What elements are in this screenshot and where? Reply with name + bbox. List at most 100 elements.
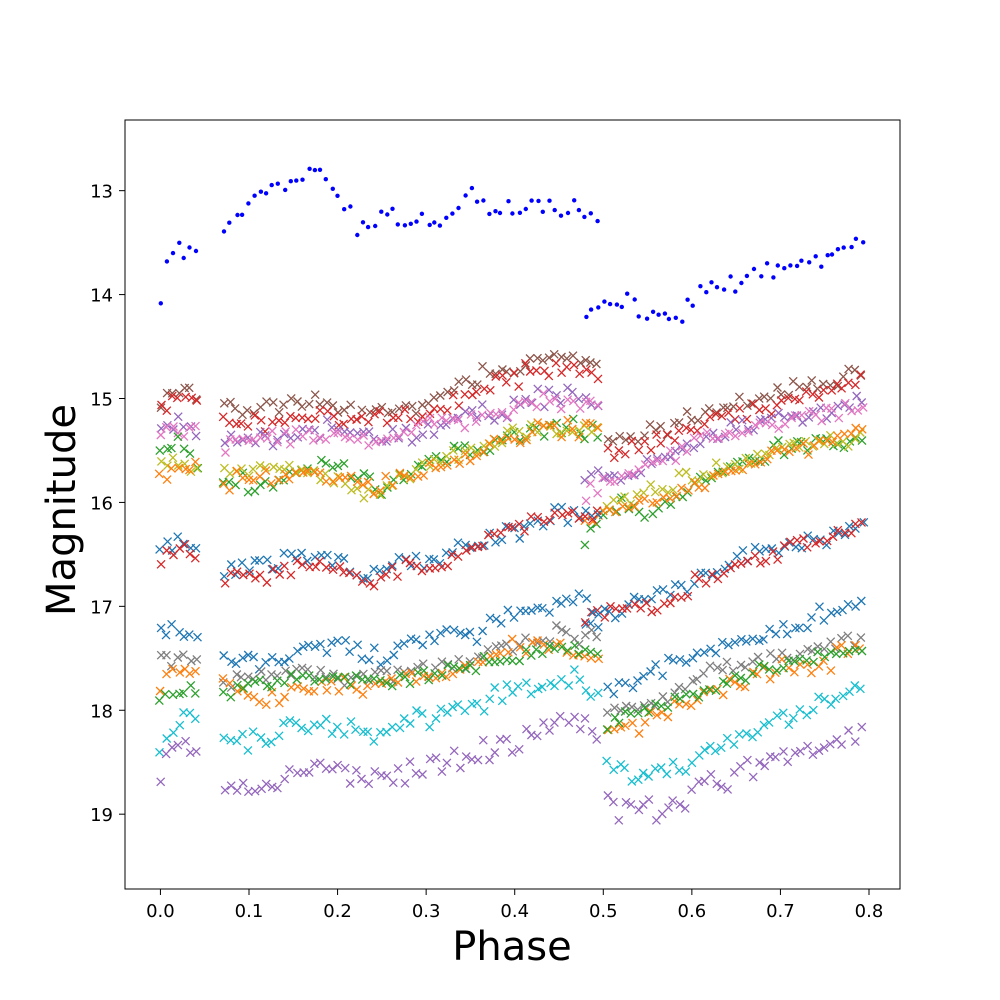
data-point bbox=[393, 572, 402, 582]
data-point bbox=[629, 592, 639, 602]
data-point bbox=[472, 380, 482, 390]
data-point bbox=[340, 763, 350, 773]
data-point bbox=[411, 420, 421, 430]
data-point bbox=[345, 647, 355, 657]
data-point bbox=[563, 395, 573, 405]
data-point bbox=[682, 447, 692, 456]
data-point bbox=[568, 351, 578, 361]
data-point bbox=[600, 473, 610, 483]
data-point bbox=[351, 725, 360, 735]
data-point bbox=[226, 397, 235, 407]
data-point bbox=[437, 767, 447, 777]
data-point bbox=[707, 569, 717, 579]
data-point bbox=[759, 661, 769, 671]
data-point bbox=[485, 385, 495, 395]
data-point bbox=[427, 222, 432, 228]
data-point bbox=[424, 458, 434, 468]
data-point bbox=[857, 722, 867, 732]
data-point bbox=[218, 687, 228, 697]
data-point bbox=[536, 198, 541, 204]
data-point bbox=[357, 577, 367, 587]
data-point bbox=[694, 574, 704, 584]
data-point bbox=[279, 657, 289, 667]
data-point bbox=[813, 254, 818, 259]
data-point bbox=[515, 534, 525, 543]
data-point bbox=[388, 480, 398, 490]
data-point bbox=[344, 568, 354, 578]
data-point bbox=[712, 779, 722, 789]
data-point bbox=[359, 469, 369, 478]
data-point bbox=[514, 519, 524, 529]
data-point bbox=[714, 285, 720, 290]
data-point bbox=[250, 573, 260, 583]
data-point bbox=[562, 426, 572, 436]
data-point bbox=[496, 435, 505, 445]
data-point bbox=[687, 758, 697, 768]
data-point bbox=[221, 229, 227, 234]
data-point bbox=[238, 778, 248, 788]
data-point bbox=[563, 646, 572, 656]
data-point bbox=[709, 280, 714, 285]
data-point bbox=[777, 654, 787, 664]
data-point bbox=[369, 564, 379, 574]
data-point bbox=[782, 653, 792, 663]
data-point bbox=[552, 596, 561, 606]
data-point bbox=[629, 470, 639, 480]
data-point bbox=[846, 429, 856, 439]
data-point bbox=[497, 535, 507, 545]
data-point bbox=[347, 485, 356, 495]
data-point bbox=[227, 220, 232, 225]
data-point bbox=[628, 718, 637, 728]
data-point bbox=[363, 417, 373, 427]
data-point bbox=[332, 722, 342, 732]
data-point bbox=[656, 312, 661, 317]
data-point bbox=[627, 436, 637, 446]
data-point bbox=[432, 220, 437, 225]
data-point bbox=[162, 406, 172, 416]
data-point bbox=[735, 403, 745, 413]
data-point bbox=[527, 637, 537, 647]
data-point bbox=[254, 555, 264, 565]
data-point bbox=[352, 415, 362, 425]
data-point bbox=[405, 679, 415, 689]
data-point bbox=[706, 769, 716, 779]
data-point bbox=[773, 555, 783, 565]
data-point bbox=[607, 301, 613, 307]
data-point bbox=[455, 628, 465, 638]
data-point bbox=[261, 466, 271, 476]
data-point bbox=[469, 185, 475, 191]
data-point bbox=[300, 177, 305, 182]
data-point bbox=[651, 659, 661, 669]
data-point bbox=[692, 426, 702, 436]
series-2 bbox=[157, 358, 866, 463]
data-point bbox=[724, 428, 734, 438]
data-point bbox=[491, 537, 500, 547]
data-point bbox=[557, 642, 567, 652]
data-point bbox=[184, 465, 194, 475]
data-point bbox=[704, 290, 709, 295]
data-point bbox=[663, 653, 673, 663]
data-point bbox=[788, 713, 798, 723]
data-point bbox=[490, 683, 500, 692]
data-point bbox=[728, 666, 738, 676]
data-point bbox=[363, 573, 373, 583]
data-point bbox=[656, 701, 666, 711]
data-point bbox=[193, 463, 203, 473]
data-point bbox=[280, 692, 290, 702]
data-point bbox=[310, 642, 320, 652]
data-point bbox=[521, 394, 531, 404]
data-point bbox=[164, 259, 170, 264]
data-point bbox=[370, 409, 380, 419]
data-point bbox=[243, 421, 253, 431]
data-point bbox=[425, 722, 435, 732]
data-point bbox=[797, 410, 807, 420]
data-point bbox=[588, 514, 598, 524]
data-point bbox=[681, 467, 691, 477]
data-point bbox=[274, 475, 283, 485]
data-point bbox=[179, 444, 189, 454]
data-point bbox=[756, 457, 766, 467]
data-point bbox=[382, 678, 391, 688]
data-point bbox=[857, 517, 866, 527]
data-point bbox=[682, 407, 692, 416]
data-point bbox=[844, 521, 854, 531]
